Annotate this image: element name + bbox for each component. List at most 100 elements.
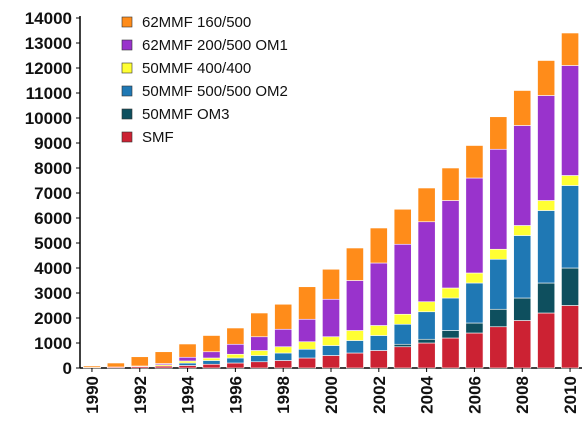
bar-segment-50mmf-om3-2008 <box>513 297 532 321</box>
x-tick-label: 1998 <box>274 376 293 414</box>
bar-segment-62mmf-200-500-om1-1995 <box>202 351 221 359</box>
bar-segment-50mmf-500-500-om2-2008 <box>513 235 532 299</box>
bar-segment-50mmf-500-500-om2-1996 <box>226 357 245 364</box>
bar-segment-smf-1999 <box>298 357 317 369</box>
bar-segment-50mmf-om3-2007 <box>489 308 508 328</box>
y-tick-label: 11000 <box>26 84 72 103</box>
bar-segment-50mmf-500-500-om2-2010 <box>561 185 579 269</box>
legend-label-50mmf-om3: 50MMF OM3 <box>142 106 230 123</box>
bar-segment-50mmf-400-400-2008 <box>513 225 532 236</box>
y-tick-label: 13000 <box>25 34 72 53</box>
bar-segment-62mmf-200-500-om1-2006 <box>465 177 484 274</box>
x-tick-label: 2006 <box>465 376 484 414</box>
bar-segment-smf-2004 <box>417 342 436 369</box>
bar-segment-62mmf-200-500-om1-1997 <box>250 336 269 351</box>
bar-segment-62mmf-160-500-2004 <box>417 187 436 223</box>
x-tick-label: 2002 <box>370 376 389 414</box>
bar-segment-50mmf-400-400-2004 <box>417 301 436 313</box>
y-tick-label: 0 <box>63 359 72 378</box>
bar-segment-50mmf-om3-2004 <box>417 338 436 344</box>
bar-segment-50mmf-400-400-1999 <box>298 341 317 350</box>
bar-segment-smf-2009 <box>537 312 556 369</box>
bar-segment-62mmf-160-500-2005 <box>441 167 460 201</box>
bar-segment-62mmf-160-500-1998 <box>274 303 293 330</box>
y-tick-label: 7000 <box>34 184 72 203</box>
bar-segment-62mmf-160-500-1990 <box>83 365 101 368</box>
bar-segment-smf-2008 <box>513 320 532 369</box>
x-tick-label: 1992 <box>131 376 150 414</box>
bar-segment-50mmf-om3-2006 <box>465 322 484 334</box>
bar-segment-62mmf-160-500-2002 <box>369 227 388 264</box>
bar-segment-50mmf-400-400-2005 <box>441 287 460 299</box>
bar-segment-50mmf-500-500-om2-1994 <box>178 362 197 366</box>
y-tick-label: 5000 <box>34 234 72 253</box>
y-tick-label: 9000 <box>34 134 72 153</box>
bar-segment-50mmf-400-400-2007 <box>489 248 508 260</box>
bar-segment-50mmf-500-500-om2-2003 <box>393 323 412 345</box>
y-tick-labels: 0 1000 2000 3000 4000 5000 6000 7000 8000 9000 100… <box>25 9 80 378</box>
bar-segment-62mmf-160-500-2000 <box>322 268 340 300</box>
bar-segment-smf-1996 <box>226 362 245 369</box>
legend-swatch-smf <box>121 131 133 143</box>
bar-segment-smf-2010 <box>561 305 579 369</box>
bar-segment-50mmf-400-400-2002 <box>369 325 388 336</box>
bar-segment-smf-2003 <box>393 346 412 369</box>
bar-segment-62mmf-200-500-om1-2005 <box>441 200 460 289</box>
bar-segment-50mmf-500-500-om2-1999 <box>298 348 317 359</box>
bar-segment-62mmf-160-500-1993 <box>154 351 173 364</box>
x-tick-label: 2010 <box>561 376 580 414</box>
bar-segment-50mmf-400-400-2000 <box>322 336 340 346</box>
bar-segment-smf-2000 <box>322 355 340 369</box>
x-tick-label: 1996 <box>226 376 245 414</box>
bar-segment-50mmf-400-400-2006 <box>465 272 484 284</box>
bar-segment-50mmf-400-400-2010 <box>561 175 579 186</box>
bar-segment-50mmf-400-400-2001 <box>345 330 364 341</box>
x-tick-label: 2000 <box>322 376 341 414</box>
bar-segment-62mmf-200-500-om1-2002 <box>369 262 388 326</box>
y-tick-label: 10000 <box>25 109 72 128</box>
legend-label-50mmf-400-400: 50MMF 400/400 <box>142 60 251 77</box>
bar-segment-62mmf-200-500-om1-1994 <box>178 356 197 362</box>
bar-segment-62mmf-160-500-1992 <box>130 356 149 367</box>
bar-segment-50mmf-500-500-om2-2002 <box>369 335 388 351</box>
legend-label-50mmf-500-500-om2: 50MMF 500/500 OM2 <box>142 83 288 100</box>
legend-label-62mmf-200-500-om1: 62MMF 200/500 OM1 <box>142 37 288 54</box>
y-tick-label: 6000 <box>34 209 72 228</box>
legend: 62MMF 160/500 62MMF 200/500 OM1 50MMF 400/… <box>121 14 288 146</box>
bar-segment-62mmf-200-500-om1-2009 <box>537 95 556 201</box>
bar-segment-50mmf-500-500-om2-1995 <box>202 360 221 365</box>
bar-segment-50mmf-400-400-1995 <box>202 357 221 361</box>
bar-segment-62mmf-200-500-om1-2003 <box>393 243 412 315</box>
bar-segment-50mmf-om3-2005 <box>441 330 460 339</box>
bar-segment-50mmf-500-500-om2-2004 <box>417 311 436 340</box>
bar-segment-62mmf-160-500-2001 <box>345 247 364 281</box>
bar-segment-62mmf-200-500-om1-1999 <box>298 318 317 343</box>
legend-swatch-62mmf-160-500 <box>121 16 133 28</box>
bar-segment-50mmf-500-500-om2-2007 <box>489 258 508 310</box>
bar-segment-62mmf-160-500-1991 <box>106 362 125 368</box>
legend-label-62mmf-160-500: 62MMF 160/500 <box>142 14 251 31</box>
bar-segment-62mmf-160-500-2008 <box>513 90 532 126</box>
bar-segment-62mmf-200-500-om1-2008 <box>513 125 532 226</box>
bar-segment-smf-2007 <box>489 326 508 369</box>
bar-segment-62mmf-160-500-1994 <box>178 343 197 358</box>
bars <box>83 32 579 369</box>
bar-segment-50mmf-400-400-1996 <box>226 353 245 359</box>
bar-segment-62mmf-160-500-2007 <box>489 116 508 150</box>
bar-segment-62mmf-160-500-2006 <box>465 145 484 179</box>
y-tick-label: 8000 <box>34 159 72 178</box>
bar-segment-50mmf-om3-2003 <box>393 343 412 348</box>
bar-segment-50mmf-500-500-om2-2005 <box>441 297 460 331</box>
y-tick-label: 12000 <box>25 59 72 78</box>
bar-segment-62mmf-160-500-1999 <box>298 286 317 320</box>
bar-segment-62mmf-200-500-om1-1996 <box>226 343 245 355</box>
legend-swatch-62mmf-200-500-om1 <box>121 39 133 51</box>
x-tick-label: 1994 <box>179 375 198 413</box>
x-tick-label: 2004 <box>418 375 437 413</box>
bar-segment-smf-2002 <box>369 350 388 369</box>
bar-segment-62mmf-160-500-2003 <box>393 208 412 245</box>
y-tick-label: 1000 <box>34 334 72 353</box>
bar-segment-62mmf-160-500-2010 <box>561 32 579 66</box>
bar-segment-50mmf-500-500-om2-1998 <box>274 352 293 361</box>
